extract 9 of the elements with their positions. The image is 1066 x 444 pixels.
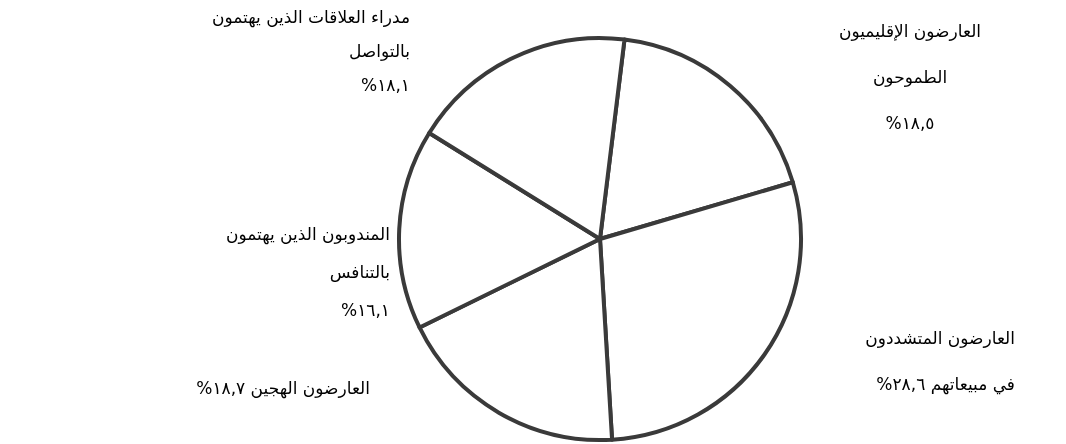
data-label: ١٦,١% — [340, 299, 390, 322]
slice-label: مدراء العلاقات الذين يهتمون بالتواصل — [211, 7, 410, 61]
data-label: ١٨,٥% — [884, 112, 936, 135]
data-label: ١٨,١% — [360, 74, 410, 97]
category-label: العارضون الإقليميون الطموحون — [838, 21, 982, 87]
data-label: ١٨,٧% — [196, 378, 246, 398]
data-label: ٢٨,٦% — [876, 374, 926, 394]
slice-label: المندوبون الذين يهتمون بالتنافس — [225, 224, 390, 282]
slice-label: العارضون الهجين — [250, 378, 370, 398]
